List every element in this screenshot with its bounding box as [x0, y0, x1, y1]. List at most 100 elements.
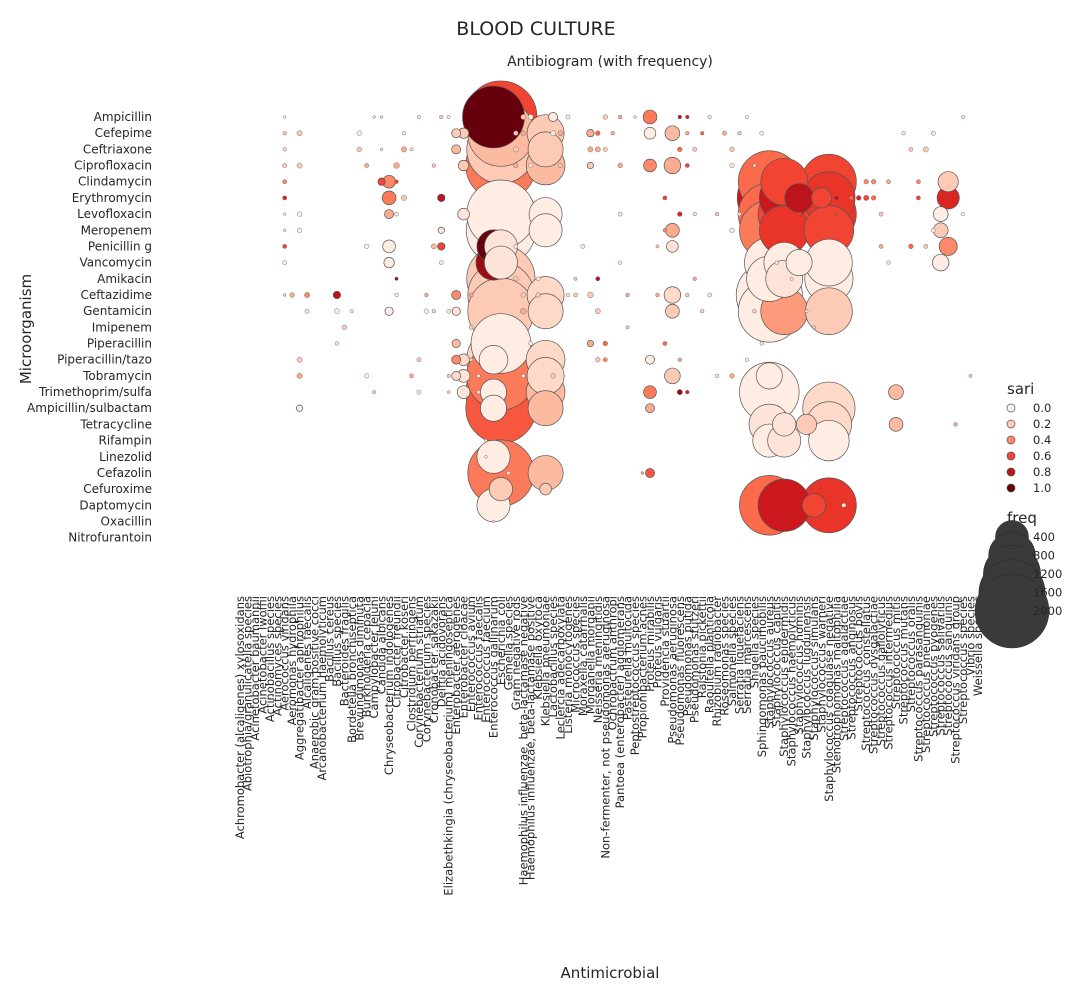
y-tick-label: Ceftazidime [81, 288, 153, 302]
data-point [587, 146, 594, 153]
x-tick-label: Vibrio species [964, 596, 978, 676]
data-point [700, 131, 705, 136]
data-point [416, 357, 422, 362]
x-tick-label: Streptococcus pneumoniae [919, 596, 933, 753]
data-point [752, 309, 757, 314]
data-point [439, 114, 444, 120]
data-point [446, 308, 451, 314]
x-tick-label: Klebsiella oxytoca [531, 596, 545, 700]
data-point [752, 163, 757, 168]
data-point [462, 85, 525, 149]
data-point [468, 325, 474, 330]
data-point [643, 385, 657, 399]
x-tick-label: Enterococcus faecium [479, 596, 493, 723]
data-point [527, 293, 564, 330]
data-point [341, 324, 347, 330]
data-point [332, 290, 341, 300]
y-tick-labels: Ampicillin Cefepime Ceftriaxone Ciprofloxac… [27, 110, 152, 545]
y-tick-label: Cefuroxime [83, 482, 152, 496]
data-point [643, 158, 657, 173]
x-tick-label: Cronobacter sakazakii [427, 596, 441, 723]
data-point [372, 115, 376, 119]
x-tick-label: Streptococcus species [956, 596, 970, 724]
data-point [662, 195, 668, 201]
data-point [283, 293, 287, 297]
data-point [384, 209, 394, 219]
data-point [539, 482, 552, 496]
data-point [451, 339, 461, 348]
y-tick-label: Ciprofloxacin [74, 159, 152, 173]
y-axis-label: Microorganism [17, 274, 35, 384]
data-point [437, 242, 446, 251]
data-point [586, 129, 595, 138]
chart-title: Antibiogram (with frequency) [507, 54, 713, 70]
size-legend-items: 400 800 1200 1600 2000 [974, 520, 1062, 649]
data-point [666, 240, 679, 253]
data-point [789, 276, 794, 281]
data-point [664, 367, 681, 385]
x-tick-label: Pasteurella multocida [621, 596, 635, 720]
data-point [841, 503, 847, 508]
data-point [282, 179, 287, 184]
x-tick-label: Klebsiella pneumoniae [539, 596, 553, 726]
data-point [513, 276, 519, 282]
x-tick-label: Streptococcus oralis [904, 596, 918, 712]
data-point [334, 341, 339, 346]
data-point [617, 211, 623, 217]
data-point [409, 373, 414, 379]
data-point [409, 147, 414, 152]
x-tick-label: Streptococcus parasanguinis [911, 596, 925, 762]
x-tick-label: Actinomyces species [270, 596, 284, 716]
data-point [393, 162, 400, 169]
x-tick-label: Streptococcus agalactiae [837, 596, 851, 741]
data-point [759, 130, 765, 136]
data-point [595, 130, 601, 136]
data-point [382, 239, 396, 254]
x-tick-label: Acinetobacter lwoffii [255, 596, 269, 714]
size-legend-label: 2000 [1033, 604, 1062, 618]
data-point [282, 131, 287, 136]
data-point [878, 244, 884, 249]
data-point [645, 354, 655, 365]
hue-legend-marker [1006, 467, 1016, 477]
x-tick-label: Citrobacter freundii [390, 596, 404, 708]
data-point [961, 115, 965, 119]
x-tick-label: Abiotrophia/granulicatella species [241, 596, 255, 791]
data-point [774, 260, 779, 265]
x-tick-label: Morganella morganii [583, 596, 597, 714]
y-tick-label: Imipenem [92, 320, 152, 334]
data-point [282, 195, 287, 201]
data-point [527, 114, 534, 120]
x-tick-label: Citrobacter koseri [397, 596, 411, 698]
y-tick-label: Levofloxacin [77, 207, 152, 221]
y-tick-label: Daptomycin [79, 498, 152, 512]
y-tick-label: Piperacillin/tazo [57, 353, 152, 367]
x-tick-label: Lactobacillus species [546, 596, 560, 717]
data-point [772, 412, 797, 437]
data-point [655, 244, 660, 249]
size-legend-label: 800 [1033, 549, 1055, 563]
x-tick-label: Enterobacter aerogenes [449, 596, 463, 735]
x-tick-labels: Achromobacter (alcaligenes) xylosoxidans… [233, 596, 985, 896]
data-point [961, 212, 965, 216]
x-tick-label: Serratia marcescens [740, 596, 754, 714]
data-point [381, 190, 397, 206]
data-point [878, 211, 884, 217]
data-point [932, 253, 950, 272]
y-tick-label: Gentamicin [83, 304, 152, 318]
x-tick-label: Anaerobic gram positive cocci [308, 596, 322, 769]
x-tick-label: Streptococcus bovis [852, 596, 866, 711]
data-point [603, 147, 608, 152]
data-point [527, 390, 564, 427]
x-tick-label: Streptococcus mitis [889, 596, 903, 709]
x-tick-label: Peptostreptococcus species [628, 596, 642, 755]
data-point [283, 115, 287, 119]
hue-legend-label: 0.8 [1033, 465, 1051, 479]
data-point [662, 341, 668, 346]
data-point [594, 308, 601, 315]
x-tick-label: Acinetobacter baumannii [248, 596, 262, 741]
x-tick-label: Streptococcus anginosus [844, 596, 858, 740]
x-tick-label: Achromobacter (alcaligenes) xylosoxidans [233, 596, 247, 839]
data-point [901, 131, 906, 136]
data-point [618, 260, 623, 265]
